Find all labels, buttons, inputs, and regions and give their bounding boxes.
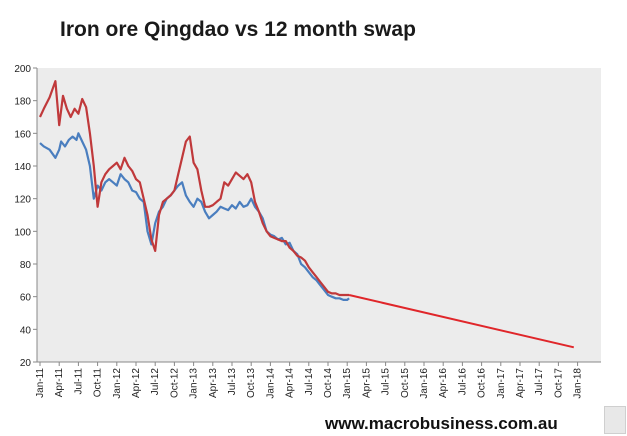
- x-tick-label: Oct-13: [246, 368, 257, 398]
- chart-title: Iron ore Qingdao vs 12 month swap: [60, 18, 416, 41]
- series-layer: [39, 79, 575, 349]
- y-axis: 20 40 60 80 100 120 140 160 180 200: [14, 64, 38, 369]
- y-tick-label: 60: [20, 293, 32, 304]
- x-tick-label: Apr-15: [361, 368, 372, 398]
- x-tick-label: Oct-12: [169, 368, 180, 398]
- footer-url[interactable]: www.macrobusiness.com.au: [325, 414, 558, 433]
- series-line-qingdao-spot: [39, 132, 350, 301]
- y-tick-label: 20: [20, 358, 32, 369]
- x-tick-label: Jul-15: [381, 368, 392, 396]
- macrobusiness-logo: MACRO BUSINESS: [527, 3, 626, 50]
- x-tick-label: Jul-14: [304, 368, 315, 396]
- x-tick-label: Jul-17: [534, 368, 545, 396]
- series-line-12-month-swap: [39, 79, 350, 297]
- y-tick-label: 140: [14, 162, 31, 173]
- plot-area: [37, 68, 601, 362]
- y-tick-label: 200: [14, 64, 31, 75]
- y-tick-label: 100: [14, 227, 31, 238]
- x-tick-label: Jan-13: [189, 368, 200, 399]
- y-tick-label: 40: [20, 325, 32, 336]
- logo-line-2: BUSINESS: [542, 30, 611, 42]
- x-tick-label: Apr-16: [438, 368, 449, 398]
- series-line-swap-curve: [348, 294, 575, 349]
- x-tick-label: Apr-14: [285, 368, 296, 398]
- x-tick-label: Oct-16: [477, 368, 488, 398]
- x-tick-label: Jan-17: [496, 368, 507, 399]
- x-tick-label: Jan-15: [342, 368, 353, 399]
- y-tick-label: 160: [14, 129, 31, 140]
- x-tick-label: Apr-11: [54, 368, 65, 398]
- x-tick-label: Jan-14: [265, 368, 276, 399]
- x-tick-label: Oct-14: [323, 368, 334, 398]
- x-tick-label: Apr-13: [208, 368, 219, 398]
- y-tick-label: 120: [14, 195, 31, 206]
- x-axis: Jan-11 Apr-11 Jul-11 Oct-11 Jan-12 Apr-12 Jul-…: [35, 361, 601, 399]
- x-tick-label: Jul-12: [150, 368, 161, 396]
- x-tick-label: Jan-12: [112, 368, 123, 399]
- x-tick-label: Jan-16: [419, 368, 430, 399]
- x-tick-label: Apr-17: [515, 368, 526, 398]
- x-tick-label: Oct-17: [553, 368, 564, 398]
- y-tick-label: 180: [14, 97, 31, 108]
- x-tick-label: Jul-16: [457, 368, 468, 396]
- wolf-icon: [604, 406, 626, 434]
- x-tick-label: Jan-11: [35, 368, 46, 398]
- x-tick-label: Oct-15: [400, 368, 411, 398]
- x-tick-label: Apr-12: [131, 368, 142, 398]
- logo-line-1: MACRO: [541, 10, 612, 30]
- x-tick-label: Jul-13: [227, 368, 238, 396]
- x-tick-label: Jan-18: [573, 368, 584, 399]
- x-tick-label: Oct-11: [93, 368, 104, 398]
- y-tick-label: 80: [20, 260, 32, 271]
- x-tick-label: Jul-11: [73, 368, 84, 395]
